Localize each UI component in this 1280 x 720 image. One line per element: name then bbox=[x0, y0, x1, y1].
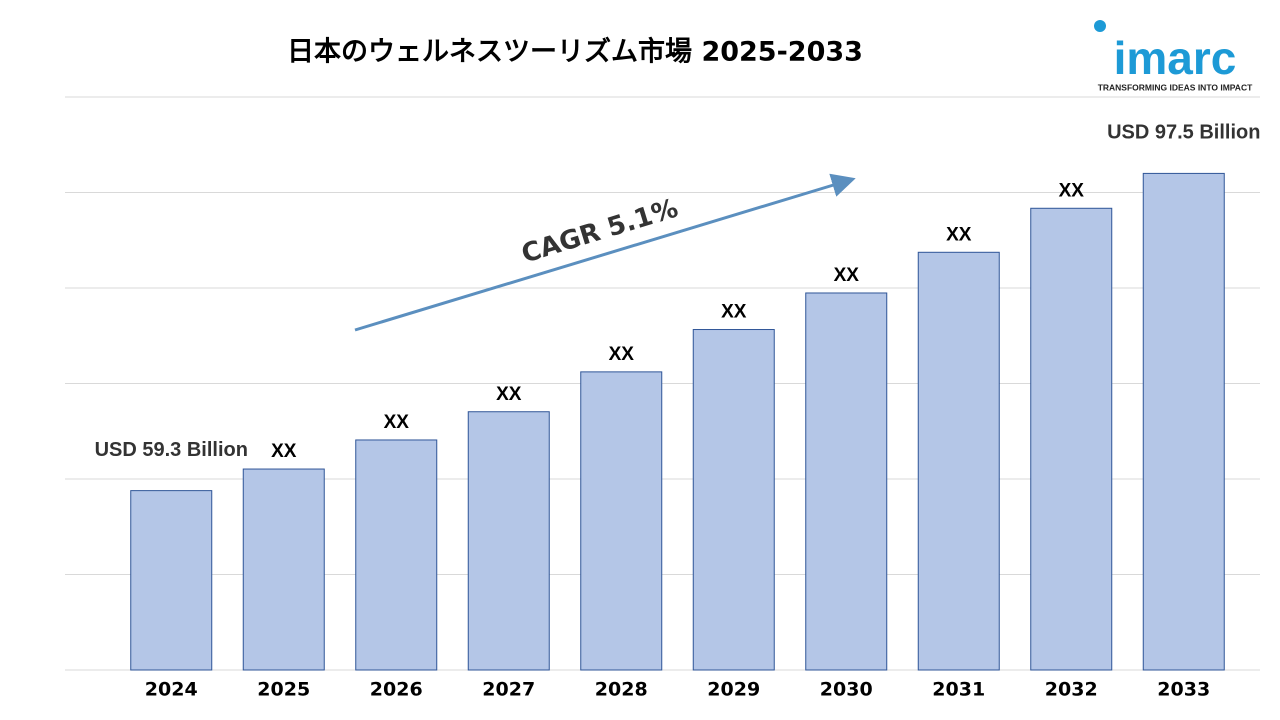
bar bbox=[130, 490, 213, 671]
x-tick-label: 2033 bbox=[1157, 679, 1210, 701]
bar bbox=[467, 411, 550, 671]
value-label: USD 59.3 Billion bbox=[95, 439, 248, 461]
bar bbox=[355, 439, 438, 671]
value-label: XX bbox=[609, 344, 635, 365]
logo-tagline: TRANSFORMING IDEAS INTO IMPACT bbox=[1098, 82, 1253, 92]
value-label: XX bbox=[721, 302, 747, 323]
logo: imarc TRANSFORMING IDEAS INTO IMPACT bbox=[1094, 20, 1253, 92]
cagr-label: CAGR 5.1% bbox=[518, 194, 681, 270]
value-label: XX bbox=[834, 265, 860, 286]
value-label: XX bbox=[496, 384, 522, 405]
chart-title: 日本のウェルネスツーリズム市場 2025-2033 bbox=[287, 36, 863, 68]
value-label: XX bbox=[271, 441, 297, 462]
value-label: XX bbox=[1059, 180, 1085, 201]
x-tick-label: 2024 bbox=[145, 679, 198, 701]
bar bbox=[917, 251, 1000, 671]
x-tick-label: 2029 bbox=[707, 679, 760, 701]
value-label: XX bbox=[384, 412, 410, 433]
x-tick-label: 2027 bbox=[482, 679, 535, 701]
cagr-arrow bbox=[354, 173, 856, 332]
bar bbox=[805, 292, 888, 671]
x-tick-label: 2030 bbox=[820, 679, 873, 701]
x-tick-label: 2025 bbox=[257, 679, 310, 701]
bar bbox=[1142, 172, 1225, 671]
bar bbox=[692, 329, 775, 671]
bar bbox=[1030, 207, 1113, 671]
logo-dot bbox=[1094, 20, 1106, 32]
x-tick-label: 2026 bbox=[370, 679, 423, 701]
x-tick-label: 2032 bbox=[1045, 679, 1098, 701]
value-label: USD 97.5 Billion bbox=[1107, 122, 1260, 144]
value-label: XX bbox=[946, 224, 972, 245]
bar bbox=[580, 371, 663, 671]
x-tick-label: 2028 bbox=[595, 679, 648, 701]
x-tick-label: 2031 bbox=[932, 679, 985, 701]
bar bbox=[242, 468, 325, 671]
logo-text: imarc bbox=[1114, 32, 1237, 84]
